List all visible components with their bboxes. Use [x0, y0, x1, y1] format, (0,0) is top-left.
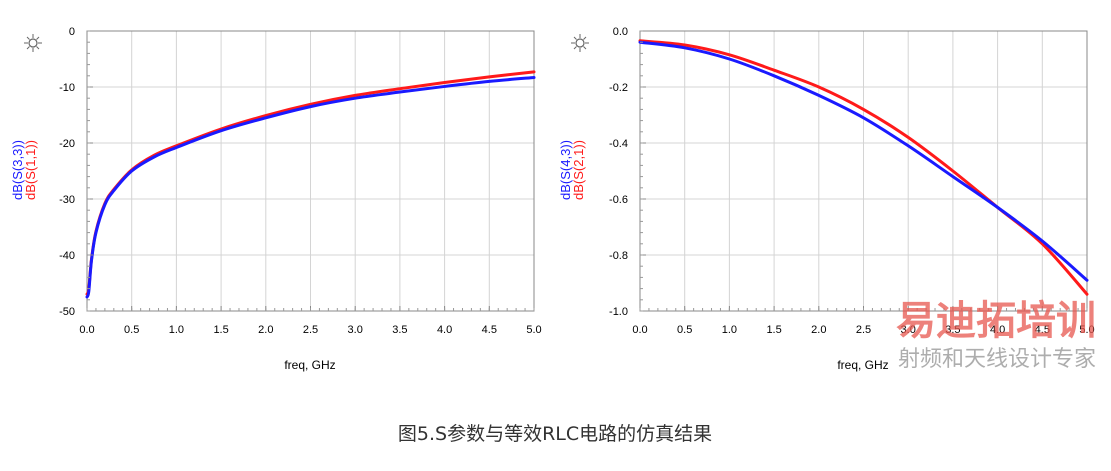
- watermark-main: 易迪拓培训: [896, 298, 1096, 344]
- y-tick-label: 0: [69, 26, 75, 38]
- plot-left-ylabel-series1: dB(S(3,3)): [10, 140, 25, 200]
- x-tick-label: 0.0: [79, 324, 94, 336]
- x-tick-label: 4.5: [482, 324, 497, 336]
- y-tick-label: -0.8: [609, 250, 628, 262]
- watermark-sub: 射频和天线设计专家: [898, 347, 1096, 372]
- y-tick-label: -0.2: [609, 82, 628, 94]
- y-tick-label: -1.0: [609, 306, 628, 318]
- plot-left-xlabel: freq, GHz: [284, 358, 335, 372]
- x-tick-label: 2.5: [303, 324, 318, 336]
- plot-left-y-ticks: 0 -10 -20 -30 -40 -50: [59, 26, 93, 318]
- chart-right: 0.0 0.5 1.0 1.5 2.0 2.5 3.0 3.5 4.0 4.5 5.0 0.0 -0.…: [558, 26, 1095, 372]
- x-tick-label: 3.0: [901, 324, 916, 336]
- x-tick-label: 5.0: [526, 324, 541, 336]
- x-tick-label: 1.5: [766, 324, 781, 336]
- x-tick-label: 1.5: [213, 324, 228, 336]
- y-tick-label: -30: [59, 194, 75, 206]
- x-tick-label: 4.0: [437, 324, 452, 336]
- x-tick-label: 0.5: [124, 324, 139, 336]
- y-tick-label: -50: [59, 306, 75, 318]
- y-tick-label: -10: [59, 82, 75, 94]
- plot-left-series: [85, 70, 536, 299]
- y-tick-label: -0.4: [609, 138, 628, 150]
- x-tick-label: 3.0: [348, 324, 363, 336]
- plot-right-series: [638, 39, 1089, 296]
- plot-right-grid: [639, 30, 1088, 312]
- x-tick-label: 2.5: [856, 324, 871, 336]
- watermark: 易迪拓培训 射频和天线设计专家: [896, 298, 1096, 372]
- marker-icon: [571, 34, 589, 52]
- x-tick-label: 1.0: [169, 324, 184, 336]
- x-tick-label: 0.5: [677, 324, 692, 336]
- plot-left-x-ticks: 0.0 0.5 1.0 1.5 2.0 2.5 3.0 3.5 4.0 4.5 5.0: [79, 306, 542, 336]
- series-line-left-1: [85, 75, 536, 299]
- y-tick-label: 0.0: [613, 26, 628, 38]
- figure-caption: 图5.S参数与等效RLC电路的仿真结果: [398, 423, 712, 445]
- y-tick-label: -20: [59, 138, 75, 150]
- series-line-right-1: [638, 40, 1089, 282]
- plot-left-ylabel-series2: dB(S(1,1)): [23, 140, 38, 200]
- x-tick-label: 2.0: [258, 324, 273, 336]
- x-tick-label: 2.0: [811, 324, 826, 336]
- plot-left-ylabel: dB(S(3,3)) dB(S(1,1)): [10, 140, 38, 200]
- plot-right-ylabel-series2: dB(S(2,1)): [571, 140, 586, 200]
- x-tick-label: 3.5: [945, 324, 960, 336]
- chart-left: 0.0 0.5 1.0 1.5 2.0 2.5 3.0 3.5 4.0 4.5 5.0 0 -10 -2…: [10, 26, 542, 372]
- plot-right-ylabel-series1: dB(S(4,3)): [558, 140, 573, 200]
- x-tick-label: 4.5: [1035, 324, 1050, 336]
- plot-left-grid: [86, 30, 535, 312]
- plot-right-x-ticks: 0.0 0.5 1.0 1.5 2.0 2.5 3.0 3.5 4.0 4.5 5.0: [632, 306, 1095, 336]
- plot-right-ylabel: dB(S(4,3)) dB(S(2,1)): [558, 140, 586, 200]
- plot-right-xlabel: freq, GHz: [837, 358, 888, 372]
- marker-icon: [24, 34, 42, 52]
- x-tick-label: 3.5: [392, 324, 407, 336]
- y-tick-label: -0.6: [609, 194, 628, 206]
- x-tick-label: 1.0: [722, 324, 737, 336]
- x-tick-label: 4.0: [990, 324, 1005, 336]
- x-tick-label: 0.0: [632, 324, 647, 336]
- y-tick-label: -40: [59, 250, 75, 262]
- plot-right-y-ticks: 0.0 -0.2 -0.4 -0.6 -0.8 -1.0: [609, 26, 646, 318]
- x-tick-label: 5.0: [1079, 324, 1094, 336]
